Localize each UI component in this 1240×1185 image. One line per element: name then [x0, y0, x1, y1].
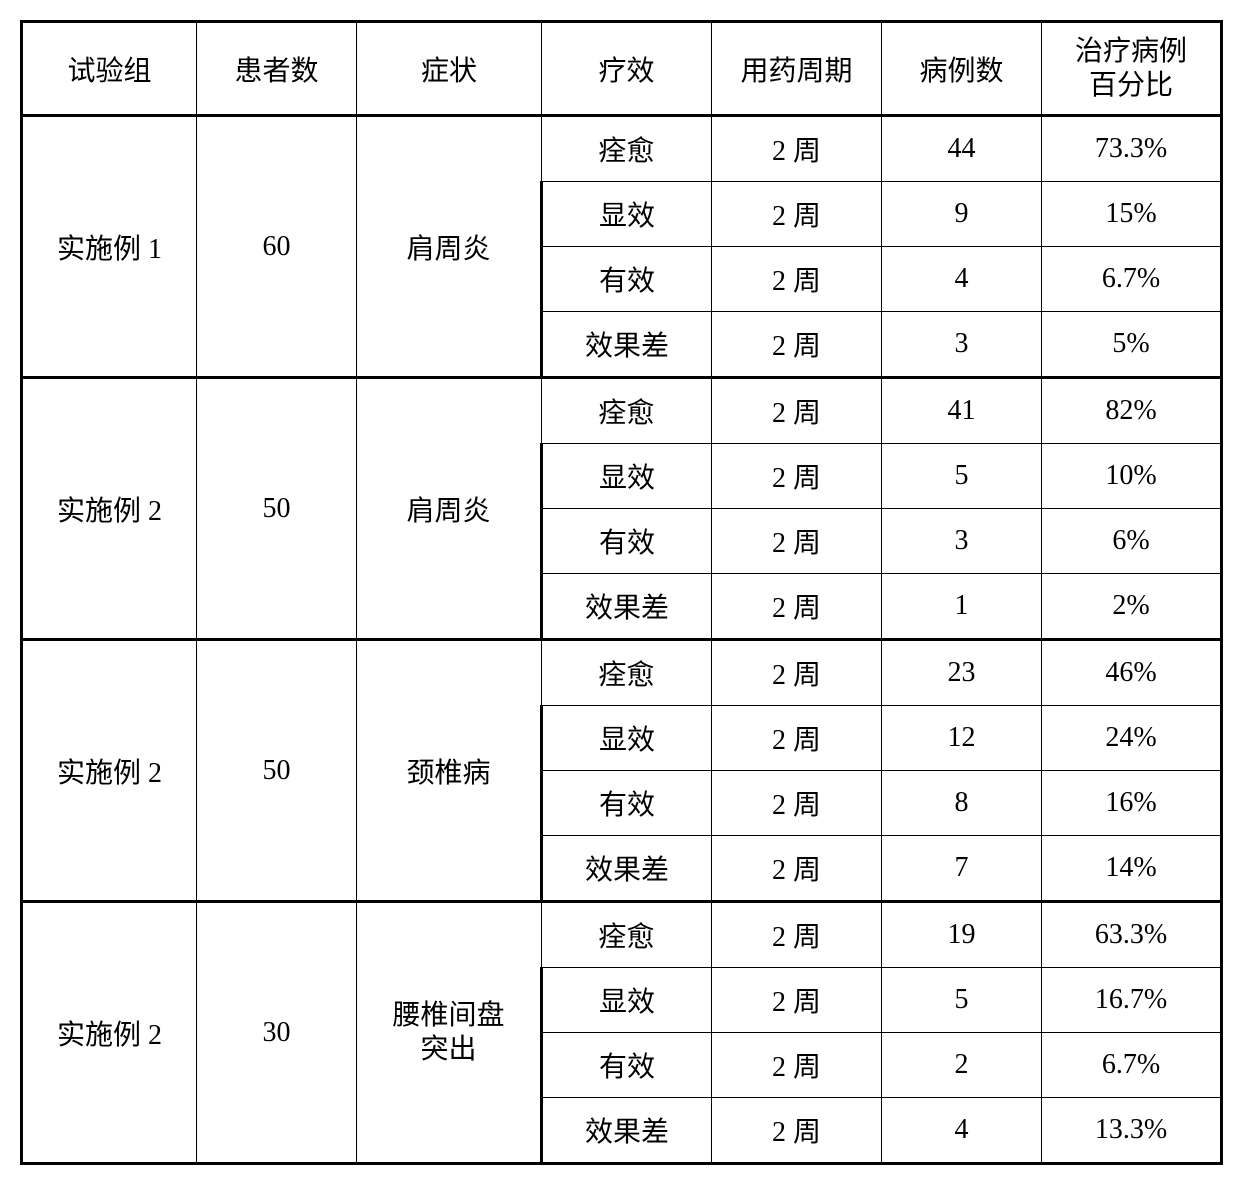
cell-cases: 3	[882, 509, 1042, 574]
cell-percent: 2%	[1042, 574, 1222, 640]
cell-efficacy: 痊愈	[542, 640, 712, 706]
cell-patient-count: 30	[197, 902, 357, 1164]
cell-period: 2 周	[712, 902, 882, 968]
cell-symptom: 肩周炎	[357, 116, 542, 378]
cell-period: 2 周	[712, 640, 882, 706]
col-header-period: 用药周期	[712, 22, 882, 116]
cell-efficacy: 痊愈	[542, 378, 712, 444]
table-row: 实施例 250颈椎病痊愈2 周2346%	[22, 640, 1222, 706]
cell-efficacy: 有效	[542, 247, 712, 312]
col-header-patient-count: 患者数	[197, 22, 357, 116]
cell-efficacy: 效果差	[542, 312, 712, 378]
cell-cases: 41	[882, 378, 1042, 444]
cell-period: 2 周	[712, 836, 882, 902]
cell-cases: 1	[882, 574, 1042, 640]
cell-cases: 5	[882, 444, 1042, 509]
cell-percent: 5%	[1042, 312, 1222, 378]
cell-period: 2 周	[712, 968, 882, 1033]
cell-period: 2 周	[712, 771, 882, 836]
cell-cases: 3	[882, 312, 1042, 378]
cell-period: 2 周	[712, 116, 882, 182]
table-row: 实施例 250肩周炎痊愈2 周4182%	[22, 378, 1222, 444]
cell-efficacy: 显效	[542, 444, 712, 509]
cell-trial-group: 实施例 2	[22, 640, 197, 902]
cell-period: 2 周	[712, 706, 882, 771]
cell-period: 2 周	[712, 247, 882, 312]
cell-percent: 73.3%	[1042, 116, 1222, 182]
cell-patient-count: 50	[197, 640, 357, 902]
cell-efficacy: 效果差	[542, 1098, 712, 1164]
cell-efficacy: 痊愈	[542, 116, 712, 182]
cell-patient-count: 60	[197, 116, 357, 378]
cell-period: 2 周	[712, 444, 882, 509]
cell-cases: 44	[882, 116, 1042, 182]
cell-cases: 5	[882, 968, 1042, 1033]
cell-trial-group: 实施例 1	[22, 116, 197, 378]
col-header-efficacy: 疗效	[542, 22, 712, 116]
cell-percent: 13.3%	[1042, 1098, 1222, 1164]
cell-symptom: 肩周炎	[357, 378, 542, 640]
cell-efficacy: 痊愈	[542, 902, 712, 968]
cell-cases: 4	[882, 247, 1042, 312]
cell-percent: 24%	[1042, 706, 1222, 771]
cell-efficacy: 有效	[542, 771, 712, 836]
col-header-percent: 治疗病例百分比	[1042, 22, 1222, 116]
cell-percent: 6%	[1042, 509, 1222, 574]
cell-percent: 46%	[1042, 640, 1222, 706]
cell-percent: 6.7%	[1042, 247, 1222, 312]
cell-cases: 2	[882, 1033, 1042, 1098]
cell-efficacy: 显效	[542, 968, 712, 1033]
cell-percent: 16%	[1042, 771, 1222, 836]
cell-efficacy: 显效	[542, 706, 712, 771]
table-row: 实施例 230腰椎间盘突出痊愈2 周1963.3%	[22, 902, 1222, 968]
cell-period: 2 周	[712, 378, 882, 444]
cell-percent: 14%	[1042, 836, 1222, 902]
cell-cases: 12	[882, 706, 1042, 771]
cell-efficacy: 效果差	[542, 574, 712, 640]
cell-cases: 19	[882, 902, 1042, 968]
col-header-trial-group: 试验组	[22, 22, 197, 116]
col-header-symptom: 症状	[357, 22, 542, 116]
cell-period: 2 周	[712, 1098, 882, 1164]
cell-symptom: 腰椎间盘突出	[357, 902, 542, 1164]
cell-period: 2 周	[712, 509, 882, 574]
table-body: 实施例 160肩周炎痊愈2 周4473.3%显效2 周915%有效2 周46.7…	[22, 116, 1222, 1164]
cell-period: 2 周	[712, 312, 882, 378]
cell-cases: 23	[882, 640, 1042, 706]
cell-period: 2 周	[712, 1033, 882, 1098]
cell-trial-group: 实施例 2	[22, 902, 197, 1164]
cell-efficacy: 效果差	[542, 836, 712, 902]
cell-efficacy: 有效	[542, 509, 712, 574]
col-header-cases: 病例数	[882, 22, 1042, 116]
clinical-results-table: 试验组 患者数 症状 疗效 用药周期 病例数 治疗病例百分比 实施例 160肩周…	[20, 20, 1223, 1165]
table-header-row: 试验组 患者数 症状 疗效 用药周期 病例数 治疗病例百分比	[22, 22, 1222, 116]
cell-percent: 10%	[1042, 444, 1222, 509]
cell-efficacy: 有效	[542, 1033, 712, 1098]
cell-trial-group: 实施例 2	[22, 378, 197, 640]
cell-cases: 8	[882, 771, 1042, 836]
cell-efficacy: 显效	[542, 182, 712, 247]
cell-period: 2 周	[712, 574, 882, 640]
cell-period: 2 周	[712, 182, 882, 247]
cell-percent: 16.7%	[1042, 968, 1222, 1033]
cell-cases: 7	[882, 836, 1042, 902]
cell-patient-count: 50	[197, 378, 357, 640]
cell-symptom: 颈椎病	[357, 640, 542, 902]
table-row: 实施例 160肩周炎痊愈2 周4473.3%	[22, 116, 1222, 182]
cell-cases: 9	[882, 182, 1042, 247]
cell-percent: 15%	[1042, 182, 1222, 247]
col-header-percent-text: 治疗病例百分比	[1075, 36, 1187, 101]
cell-cases: 4	[882, 1098, 1042, 1164]
cell-percent: 6.7%	[1042, 1033, 1222, 1098]
cell-percent: 82%	[1042, 378, 1222, 444]
cell-percent: 63.3%	[1042, 902, 1222, 968]
